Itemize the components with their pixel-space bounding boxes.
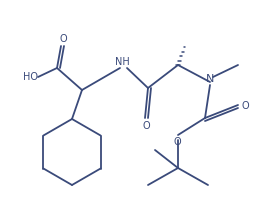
Text: HO: HO bbox=[23, 72, 38, 82]
Text: NH: NH bbox=[115, 57, 129, 67]
Text: O: O bbox=[142, 121, 150, 131]
Text: O: O bbox=[173, 137, 181, 147]
Text: N: N bbox=[206, 74, 214, 84]
Text: O: O bbox=[241, 101, 249, 111]
Text: O: O bbox=[59, 34, 67, 44]
